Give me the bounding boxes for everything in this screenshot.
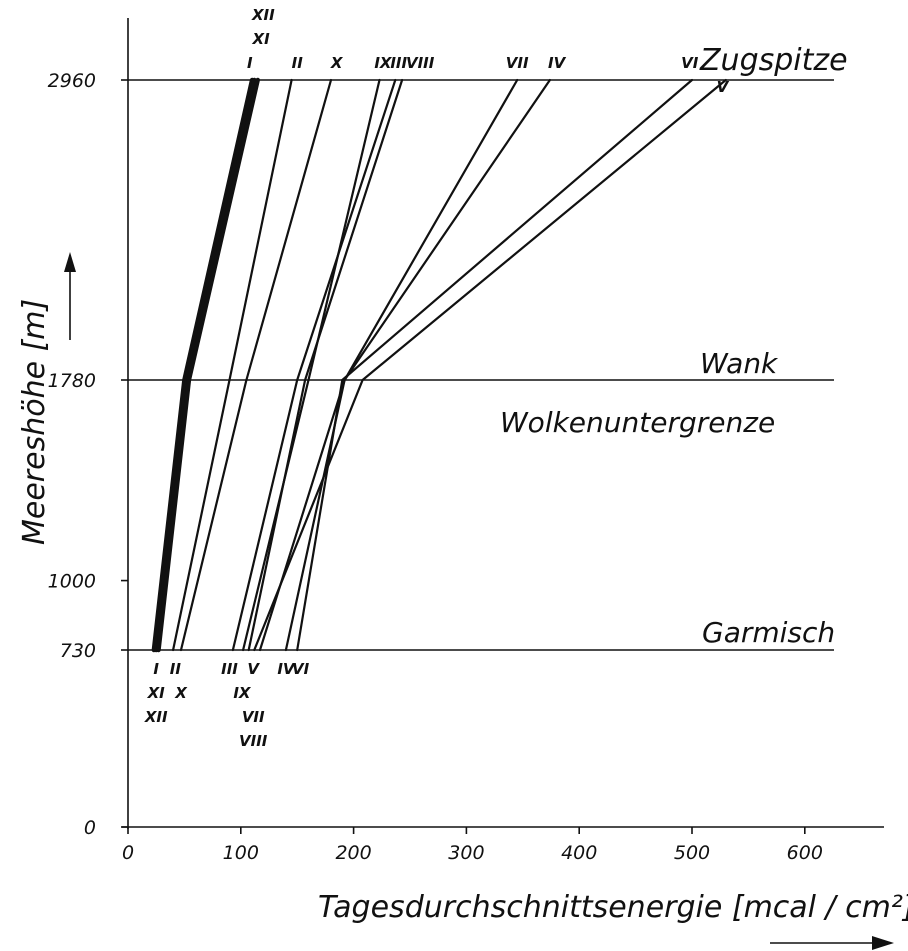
cloud-base-annotation: Wolkenuntergrenze: [500, 406, 775, 439]
month-label-top: IX: [374, 54, 393, 72]
x-tick-label: 100: [223, 842, 259, 864]
month-label-bottom: II: [170, 660, 182, 678]
series-line: [247, 78, 404, 652]
y-tick-label: 1780: [48, 370, 96, 392]
y-tick-label: 730: [60, 640, 96, 662]
series-line: [179, 78, 333, 652]
month-label-top: XI: [252, 30, 271, 48]
series-line: [296, 78, 694, 652]
month-label-bottom: VII: [242, 708, 265, 726]
month-label-top: V: [717, 78, 730, 96]
series-line: [172, 78, 293, 652]
reference-label-wank: Wank: [700, 347, 779, 380]
month-label-top: VIII: [406, 54, 435, 72]
month-label-bottom: IX: [233, 684, 252, 702]
series-line: [253, 78, 727, 652]
month-label-top: XII: [251, 6, 275, 24]
series-line: [258, 78, 519, 652]
month-label-bottom: VI: [292, 660, 310, 678]
month-label-bottom: XI: [147, 684, 166, 702]
y-axis-title: Meereshöhe [m]: [17, 299, 52, 545]
axes: 0 100 200 300 400 500 600 0 730 1000 1780 2960: [48, 18, 884, 864]
month-label-top: II: [292, 54, 304, 72]
series-line: [156, 77, 260, 653]
x-tick-label: 500: [674, 842, 710, 864]
y-tick-label: 1000: [48, 571, 96, 593]
month-label-top: I: [247, 54, 253, 72]
month-label-bottom: XII: [144, 708, 168, 726]
month-label-bottom: I: [153, 660, 159, 678]
month-label-top: VII: [506, 54, 529, 72]
month-label-top: X: [330, 54, 344, 72]
y-tick-label: 0: [84, 817, 96, 839]
series-lines: [151, 77, 727, 653]
x-tick-label: 600: [787, 842, 823, 864]
reference-label-zugspitze: Zugspitze: [699, 43, 848, 78]
x-axis-title: Tagesdurchschnittsenergie [mcal / cm²]: [318, 890, 908, 925]
x-axis-arrow: [770, 936, 894, 950]
month-label-top: III: [390, 54, 407, 72]
month-label-bottom: V: [247, 660, 260, 678]
series-line: [242, 78, 381, 652]
x-tick-label: 300: [448, 842, 484, 864]
x-tick-label: 0: [122, 842, 134, 864]
month-label-bottom: VIII: [239, 732, 268, 750]
y-tick-label: 2960: [48, 70, 96, 92]
month-label-bottom: X: [174, 684, 188, 702]
month-label-top: IV: [548, 54, 567, 72]
month-label-top: VI: [681, 54, 699, 72]
x-tick-label: 400: [561, 842, 597, 864]
month-label-bottom: III: [221, 660, 238, 678]
series-line: [284, 78, 552, 652]
y-axis-arrow: [64, 252, 76, 340]
x-tick-label: 200: [335, 842, 371, 864]
month-label-bottom: IV: [277, 660, 296, 678]
series-line: [231, 78, 397, 652]
reference-label-garmisch: Garmisch: [702, 616, 835, 649]
